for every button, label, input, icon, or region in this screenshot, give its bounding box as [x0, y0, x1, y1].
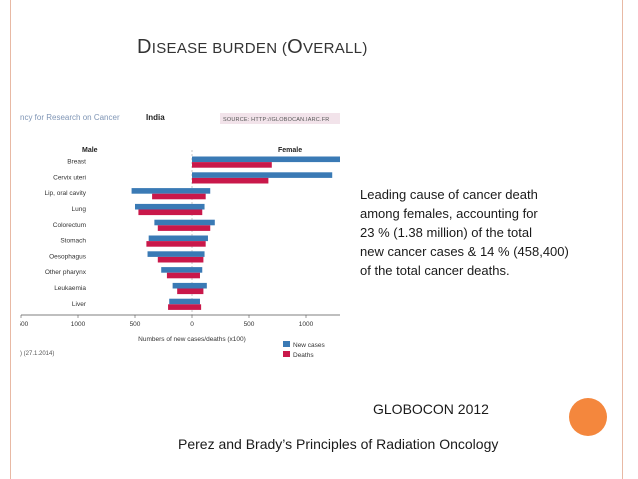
- x-axis-label: Numbers of new cases/deaths (x100): [138, 336, 246, 343]
- bar-female-new-cases: [192, 282, 207, 289]
- right-border-line: [622, 0, 623, 479]
- bar-male-new-cases: [131, 188, 192, 194]
- category-label: Liver: [72, 301, 87, 308]
- left-border-line: [10, 0, 11, 479]
- bar-female-deaths: [192, 193, 206, 200]
- pyramid-chart-svg: ncy for Research on Cancer India SOURCE: H…: [20, 113, 340, 359]
- bar-female-deaths: [192, 272, 200, 279]
- chart-country: India: [146, 113, 165, 122]
- bar-male-new-cases: [154, 219, 192, 226]
- bar-female-deaths: [192, 241, 206, 247]
- bar-female-deaths: [192, 177, 269, 184]
- bar-female-new-cases: [192, 203, 205, 210]
- bar-male-new-cases: [161, 267, 192, 273]
- legend-label-new-cases: New cases: [293, 342, 326, 349]
- category-label: Cervix uteri: [53, 174, 86, 181]
- legend-swatch-new-cases: [283, 341, 290, 347]
- reference-citation: Perez and Brady’s Principles of Radiatio…: [178, 436, 499, 452]
- x-tick-label: 500: [244, 321, 255, 328]
- bar-female-deaths: [192, 288, 204, 295]
- bar-female-deaths: [192, 304, 202, 310]
- category-label: Lung: [72, 206, 87, 213]
- bar-male-deaths: [138, 209, 192, 216]
- category-label: Stomach: [60, 238, 86, 245]
- bar-male-deaths: [146, 241, 192, 247]
- category-label: Colorectum: [53, 222, 86, 229]
- bar-male-deaths: [168, 304, 192, 310]
- callout-line: 23 % (1.38 million) of the total: [360, 225, 532, 240]
- chart-header-cut: ncy for Research on Cancer: [20, 113, 120, 122]
- globocon-label: GLOBOCON 2012: [373, 401, 489, 417]
- callout-line: Leading cause of cancer death: [360, 187, 538, 202]
- legend-label-deaths: Deaths: [293, 352, 314, 359]
- bar-female-deaths: [192, 225, 211, 231]
- category-label: Oesophagus: [49, 253, 87, 260]
- bar-male-deaths: [157, 225, 192, 231]
- callout-line: new cancer cases & 14 % (458,400): [360, 244, 569, 259]
- category-label: Breast: [67, 159, 86, 166]
- x-tick-label: 1000: [71, 321, 86, 328]
- cancer-burden-chart: ncy for Research on Cancer India SOURCE: H…: [20, 105, 340, 380]
- x-tick-label: 500: [130, 321, 141, 328]
- bar-female-deaths: [192, 209, 203, 216]
- bar-female-deaths: [192, 162, 272, 168]
- bar-female-new-cases: [192, 267, 203, 273]
- category-label: Lip, oral cavity: [44, 190, 86, 197]
- slide-title: DISEASE BURDEN (OVERALL): [137, 36, 368, 58]
- bar-female-new-cases: [192, 235, 208, 242]
- bar-male-deaths: [152, 193, 192, 200]
- bar-male-deaths: [177, 288, 192, 295]
- bar-male-new-cases: [147, 251, 192, 257]
- x-tick-label: 0: [190, 321, 194, 328]
- callout-line: among females, accounting for: [360, 206, 538, 221]
- bar-female-new-cases: [192, 156, 340, 163]
- bar-male-new-cases: [172, 282, 192, 289]
- category-label: Leukaemia: [54, 285, 86, 292]
- callout-text: Leading cause of cancer death among fema…: [360, 185, 569, 280]
- chart-footnote: ) (27.1.2014): [20, 351, 54, 357]
- source-banner: [220, 113, 340, 124]
- chart-source: SOURCE: HTTP://GLOBOCAN.IARC.FR: [223, 117, 329, 123]
- side-label-female: Female: [278, 147, 302, 154]
- bar-male-new-cases: [135, 203, 192, 210]
- bar-male-deaths: [157, 256, 192, 263]
- bar-male-new-cases: [169, 298, 192, 305]
- category-label: Other pharynx: [45, 269, 87, 276]
- bar-female-new-cases: [192, 188, 211, 194]
- bar-male-new-cases: [148, 235, 192, 242]
- bar-female-deaths: [192, 256, 204, 263]
- bar-female-new-cases: [192, 219, 215, 226]
- x-tick-label: 1000: [299, 321, 314, 328]
- bar-male-deaths: [166, 272, 192, 279]
- x-tick-label: 1500: [20, 321, 29, 328]
- orange-circle-decoration: [569, 398, 607, 436]
- side-label-male: Male: [82, 147, 98, 154]
- callout-line: of the total cancer deaths.: [360, 263, 510, 278]
- bar-female-new-cases: [192, 172, 333, 178]
- bar-female-new-cases: [192, 251, 205, 257]
- legend-swatch-deaths: [283, 351, 290, 357]
- bar-female-new-cases: [192, 298, 200, 305]
